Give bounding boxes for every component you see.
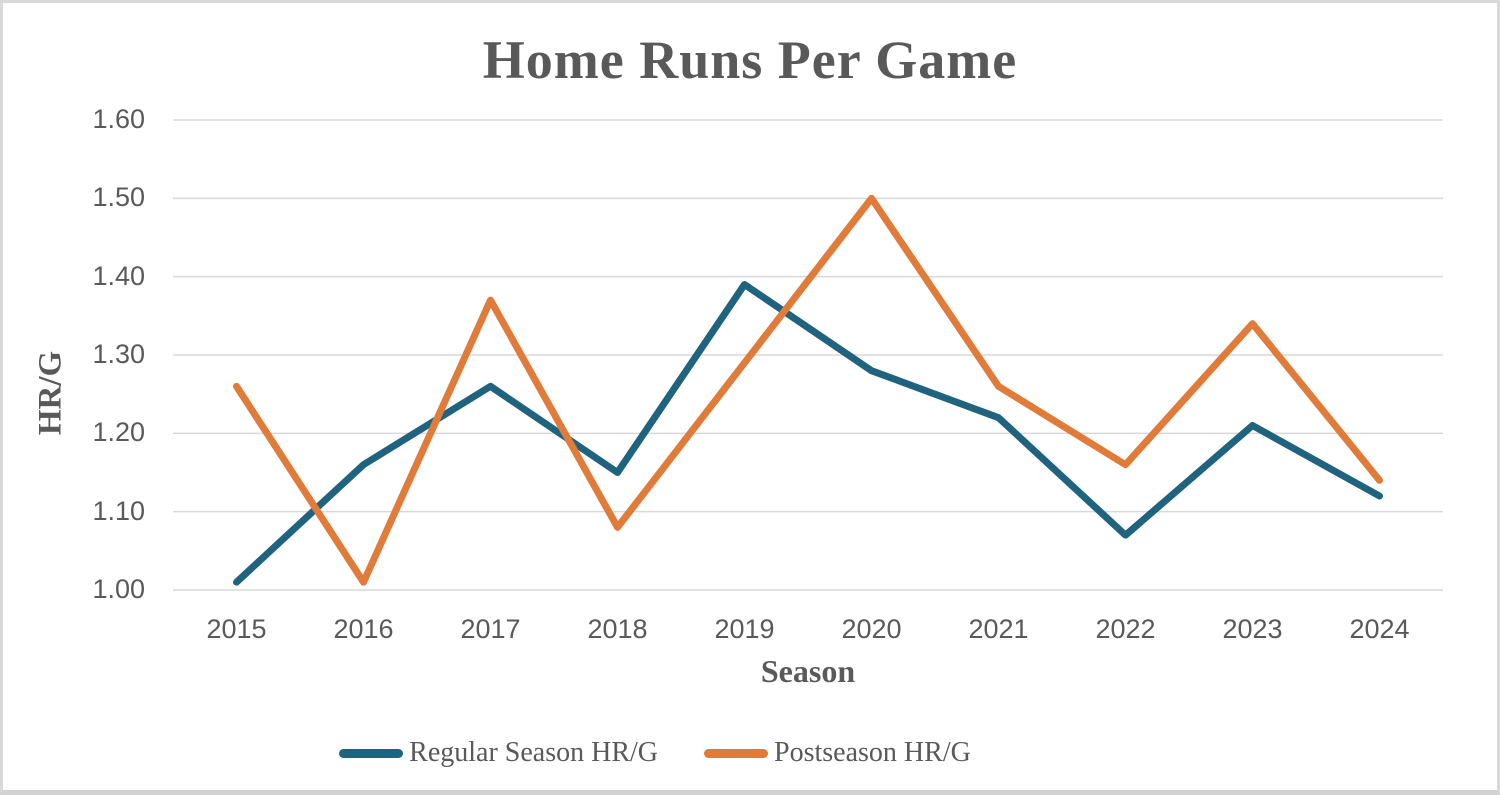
x-tick-label: 2023 — [1222, 614, 1283, 644]
legend-label: Postseason HR/G — [774, 737, 971, 768]
y-tick-label: 1.60 — [92, 104, 145, 134]
y-tick-label: 1.40 — [92, 260, 145, 291]
series-line-postseason-hr-g — [233, 194, 1383, 586]
legend-line-swatch — [704, 748, 769, 758]
series-line-regular-season-hr-g — [233, 281, 1383, 586]
plot-area — [173, 119, 1443, 591]
x-tick-label: 2024 — [1349, 614, 1410, 644]
x-tick-label: 2019 — [714, 614, 775, 644]
x-tick-label: 2018 — [587, 614, 648, 644]
y-tick-label: 1.30 — [92, 339, 145, 369]
legend-item: Postseason HR/G — [704, 737, 971, 769]
x-axis-title: Season — [760, 653, 856, 689]
y-tick-label: 1.20 — [92, 417, 145, 448]
y-axis-title: HR/G — [32, 350, 69, 436]
y-tick-label: 1.10 — [92, 495, 145, 526]
x-tick-label: 2017 — [460, 614, 521, 644]
x-tick-label: 2020 — [841, 614, 902, 644]
x-tick-label: 2016 — [333, 614, 394, 644]
y-tick-label: 1.50 — [92, 182, 145, 213]
legend-label: Regular Season HR/G — [409, 737, 659, 768]
chart-title: Home Runs Per Game — [482, 30, 1018, 90]
legend: Regular Season HR/G Postseason HR/G — [3, 737, 1402, 769]
x-tick-label: 2015 — [206, 614, 267, 644]
x-tick-label: 2021 — [968, 614, 1029, 644]
x-tick-label: 2022 — [1095, 614, 1156, 644]
legend-item: Regular Season HR/G — [339, 737, 658, 769]
legend-line-swatch — [339, 748, 404, 758]
y-tick-label: 1.00 — [92, 574, 145, 604]
